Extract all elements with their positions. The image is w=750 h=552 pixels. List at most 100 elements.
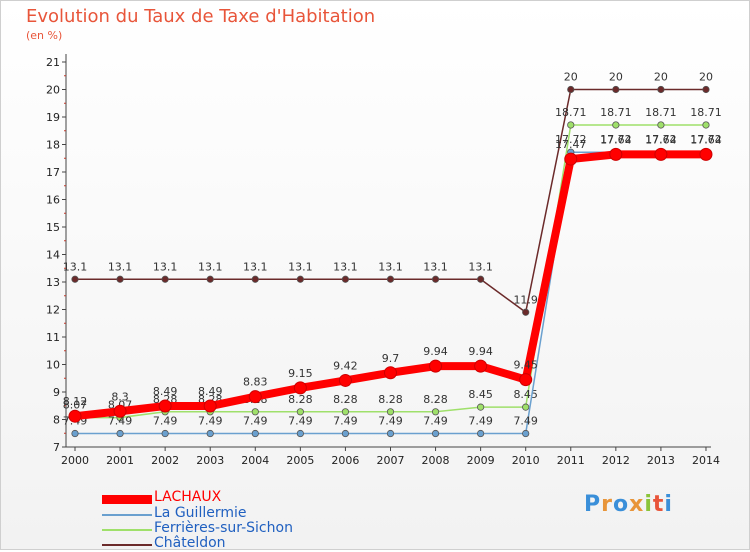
data-point	[203, 399, 217, 413]
y-tick-label: 17	[46, 166, 60, 179]
x-tick-label: 2007	[376, 454, 404, 467]
data-label: 7.49	[198, 415, 223, 428]
data-point	[68, 409, 82, 423]
data-label: 8.49	[153, 385, 178, 398]
data-point	[341, 408, 350, 416]
y-tick-label: 20	[46, 84, 60, 97]
logo-letter: i	[664, 492, 673, 517]
x-tick-label: 2008	[422, 454, 450, 467]
data-label: 17.64	[645, 133, 677, 146]
data-label: 7.49	[468, 415, 493, 428]
data-point	[522, 429, 530, 438]
data-label: 20	[699, 71, 713, 84]
data-point	[612, 85, 620, 94]
data-label: 8.12	[63, 395, 88, 408]
data-label: 20	[609, 71, 623, 84]
data-label: 13.1	[153, 260, 178, 273]
logo-letter: i	[644, 492, 653, 517]
legend-label: Châteldon	[154, 535, 226, 551]
data-label: 8.28	[378, 393, 403, 406]
data-label: 8.45	[468, 388, 493, 401]
legend-swatch	[102, 494, 152, 504]
x-tick-label: 2013	[647, 454, 675, 467]
y-tick-label: 16	[46, 194, 60, 207]
data-label: 8.28	[423, 393, 448, 406]
data-point	[702, 85, 710, 94]
data-label: 13.1	[243, 260, 268, 273]
data-point	[657, 85, 665, 94]
y-tick-label: 18	[46, 139, 60, 152]
data-point	[564, 152, 578, 166]
data-label: 8.49	[198, 385, 223, 398]
data-point	[71, 275, 79, 283]
data-label: 17.64	[690, 133, 722, 146]
x-tick-label: 2009	[467, 454, 495, 467]
x-tick-label: 2010	[512, 454, 540, 467]
data-label: 9.7	[382, 352, 400, 365]
data-label: 13.1	[423, 260, 448, 273]
data-point	[158, 399, 172, 413]
data-point	[431, 429, 440, 438]
data-point	[338, 373, 352, 387]
data-label: 8.28	[288, 393, 313, 406]
y-tick-label: 8	[53, 414, 60, 427]
logo-letter: x	[629, 492, 645, 517]
data-point	[567, 121, 575, 129]
data-label: 13.1	[198, 260, 223, 273]
data-point	[702, 121, 710, 129]
data-label: 7.49	[108, 415, 133, 428]
data-label: 9.45	[513, 359, 538, 372]
data-point	[248, 390, 262, 404]
y-tick-label: 11	[46, 331, 60, 344]
legend-swatch	[102, 544, 152, 546]
data-point	[251, 275, 259, 283]
data-point	[519, 373, 533, 387]
legend-label: Ferrières-sur-Sichon	[154, 520, 293, 536]
data-label: 13.1	[108, 260, 133, 273]
data-label: 7.49	[333, 415, 358, 428]
data-point	[341, 429, 350, 438]
data-point	[567, 85, 575, 94]
data-label: 17.72	[555, 133, 587, 146]
data-point	[341, 275, 350, 283]
data-label: 20	[564, 71, 578, 84]
logo-letter: t	[652, 492, 665, 517]
data-point	[161, 429, 169, 438]
data-point	[386, 429, 395, 438]
chart-title: Evolution du Taux de Taxe d'Habitation	[26, 6, 376, 27]
data-label: 9.94	[423, 345, 448, 358]
x-tick-label: 2012	[602, 454, 630, 467]
y-tick-label: 10	[46, 359, 60, 372]
data-label: 9.94	[468, 345, 493, 358]
y-tick-label: 9	[53, 386, 60, 399]
data-point	[477, 275, 485, 283]
x-tick-label: 2005	[286, 454, 314, 467]
x-tick-label: 2002	[151, 454, 179, 467]
data-label: 11.9	[513, 293, 538, 306]
x-tick-label: 2011	[557, 454, 585, 467]
data-point	[296, 275, 304, 283]
y-tick-label: 19	[46, 111, 60, 124]
data-label: 7.49	[378, 415, 403, 428]
data-label: 8.07	[63, 399, 88, 412]
data-label: 13.1	[378, 260, 403, 273]
data-label: 9.15	[288, 367, 313, 380]
chart-unit: (en %)	[26, 29, 63, 42]
data-label: 13.1	[63, 260, 88, 273]
data-point	[431, 275, 440, 283]
data-point	[431, 408, 440, 416]
data-label: 18.71	[645, 106, 677, 119]
legend-label: La Guillermie	[154, 505, 247, 521]
data-point	[654, 147, 668, 161]
data-label: 8.3	[111, 390, 129, 403]
data-label: 17.72	[600, 133, 632, 146]
data-point	[386, 408, 395, 416]
data-point	[383, 366, 397, 380]
y-tick-label: 7	[53, 441, 60, 454]
data-label: 7.49	[243, 415, 268, 428]
y-tick-label: 15	[46, 221, 60, 234]
x-tick-label: 2000	[61, 454, 89, 467]
data-point	[522, 308, 530, 316]
y-tick-label: 13	[46, 276, 60, 289]
